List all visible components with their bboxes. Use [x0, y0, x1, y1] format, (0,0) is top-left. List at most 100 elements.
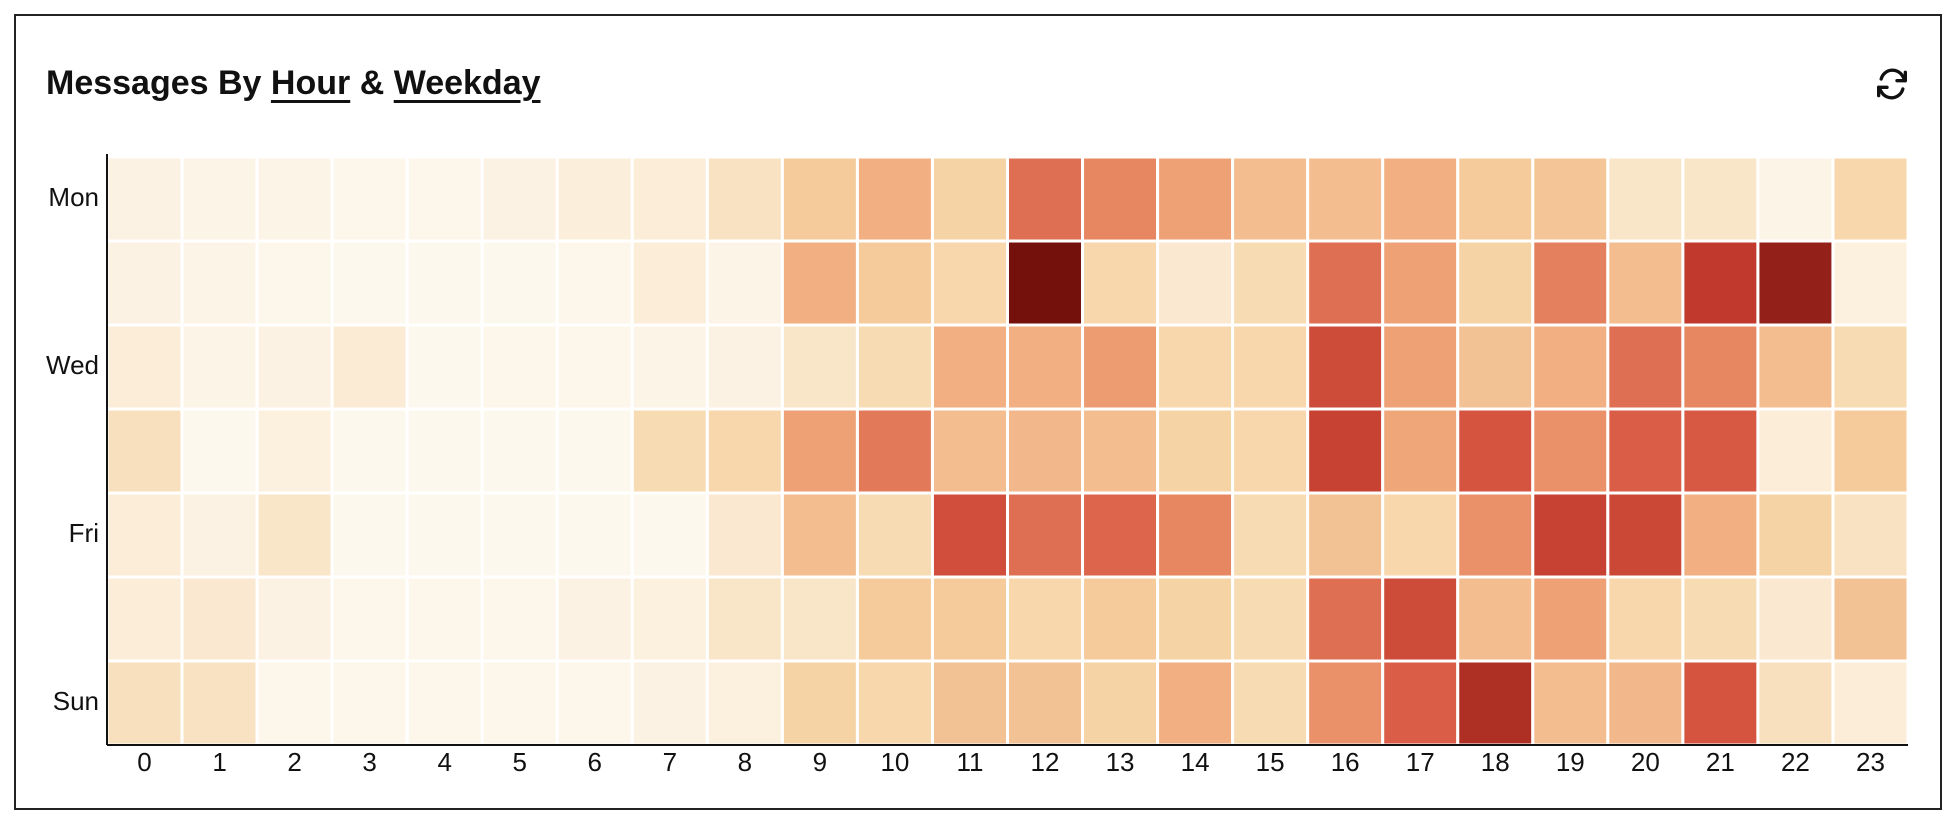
heatmap-cell — [255, 491, 334, 579]
heatmap-cell — [855, 239, 934, 327]
heatmap-cell — [1156, 659, 1235, 747]
heatmap-cell — [780, 323, 859, 411]
heatmap-cell — [330, 575, 409, 663]
heatmap-cell — [1831, 491, 1910, 579]
heatmap-cell — [1531, 323, 1610, 411]
heatmap-cell — [1456, 659, 1535, 747]
x-tick-label: 14 — [1181, 747, 1210, 777]
x-tick-label: 20 — [1631, 747, 1660, 777]
chart-title: Messages By Hour & Weekday — [46, 64, 541, 103]
heatmap-cell — [1681, 659, 1760, 747]
x-tick-label: 7 — [663, 747, 677, 777]
heatmap-cell — [1081, 239, 1160, 327]
heatmap-cell — [705, 659, 784, 747]
heatmap-cell — [255, 239, 334, 327]
heatmap-cell — [1681, 239, 1760, 327]
heatmap-cell — [705, 323, 784, 411]
x-tick-label: 3 — [362, 747, 376, 777]
refresh-button[interactable] — [1872, 64, 1912, 104]
heatmap-cell — [1531, 239, 1610, 327]
heatmap-cell — [930, 407, 1009, 495]
heatmap-cell — [1381, 239, 1460, 327]
x-tick-label: 23 — [1856, 747, 1885, 777]
heatmap-cell — [555, 659, 634, 747]
heatmap-cell — [180, 659, 259, 747]
y-tick-label: Wed — [46, 350, 99, 380]
heatmap-cell — [480, 575, 559, 663]
heatmap-cell — [1006, 575, 1085, 663]
heatmap-cell — [1531, 575, 1610, 663]
x-selector[interactable]: Hour — [270, 64, 351, 102]
y-tick-label: Mon — [48, 182, 99, 212]
x-tick-label: 18 — [1481, 747, 1510, 777]
x-tick-label: 19 — [1556, 747, 1585, 777]
heatmap-cell — [1156, 575, 1235, 663]
heatmap-cell — [1681, 407, 1760, 495]
heatmap-cell — [480, 323, 559, 411]
heatmap-cell — [1756, 575, 1835, 663]
heatmap-cell — [1606, 575, 1685, 663]
y-tick-label: Sun — [53, 686, 99, 716]
heatmap-cell — [405, 323, 484, 411]
heatmap-cell — [1006, 659, 1085, 747]
heatmap-cell — [330, 491, 409, 579]
heatmap-cell — [1156, 491, 1235, 579]
heatmap-cell — [1081, 323, 1160, 411]
heatmap-cell — [930, 323, 1009, 411]
heatmap-cell — [330, 407, 409, 495]
heatmap-cell — [855, 575, 934, 663]
heatmap-cell — [780, 491, 859, 579]
heatmap-cell — [1681, 155, 1760, 243]
heatmap-cell — [630, 575, 709, 663]
heatmap-cell — [1156, 323, 1235, 411]
x-tick-label: 5 — [512, 747, 526, 777]
heatmap-cell — [180, 491, 259, 579]
heatmap-cell — [1081, 659, 1160, 747]
heatmap-cell — [105, 407, 184, 495]
heatmap-cell — [1756, 659, 1835, 747]
heatmap-cell — [1531, 659, 1610, 747]
heatmap-cell — [555, 491, 634, 579]
heatmap-cell — [180, 575, 259, 663]
heatmap-cell — [330, 239, 409, 327]
heatmap-cell — [1756, 491, 1835, 579]
heatmap-cell — [630, 491, 709, 579]
heatmap-cell — [1306, 575, 1385, 663]
heatmap-cell — [255, 659, 334, 747]
x-tick-label: 22 — [1781, 747, 1810, 777]
heatmap-cell — [1756, 323, 1835, 411]
x-tick-label: 1 — [212, 747, 226, 777]
heatmap-cell — [1006, 491, 1085, 579]
heatmap-cell — [630, 323, 709, 411]
heatmap-cell — [705, 407, 784, 495]
heatmap-cell — [480, 407, 559, 495]
y-selector[interactable]: Weekday — [393, 64, 541, 102]
heatmap-cell — [1681, 575, 1760, 663]
heatmap-cell — [1006, 407, 1085, 495]
heatmap-cell — [1381, 659, 1460, 747]
heatmap-cell — [930, 155, 1009, 243]
heatmap-cell — [555, 239, 634, 327]
heatmap-cell — [255, 407, 334, 495]
heatmap-cell — [1456, 491, 1535, 579]
heatmap-cell — [930, 239, 1009, 327]
heatmap-cell — [1306, 659, 1385, 747]
heatmap-cell — [255, 155, 334, 243]
heatmap-cell — [705, 491, 784, 579]
heatmap-cell — [1606, 239, 1685, 327]
heatmap-cell — [705, 155, 784, 243]
heatmap-cell — [405, 407, 484, 495]
heatmap-cell — [1456, 575, 1535, 663]
x-tick-label: 2 — [287, 747, 301, 777]
heatmap-cell — [180, 155, 259, 243]
heatmap-cell — [1081, 491, 1160, 579]
heatmap-cell — [780, 155, 859, 243]
heatmap-cell — [855, 659, 934, 747]
heatmap-cell — [105, 155, 184, 243]
heatmap-cell — [1381, 323, 1460, 411]
heatmap-cell — [330, 155, 409, 243]
heatmap-cell — [705, 239, 784, 327]
x-tick-label: 17 — [1406, 747, 1435, 777]
heatmap-cell — [1681, 491, 1760, 579]
